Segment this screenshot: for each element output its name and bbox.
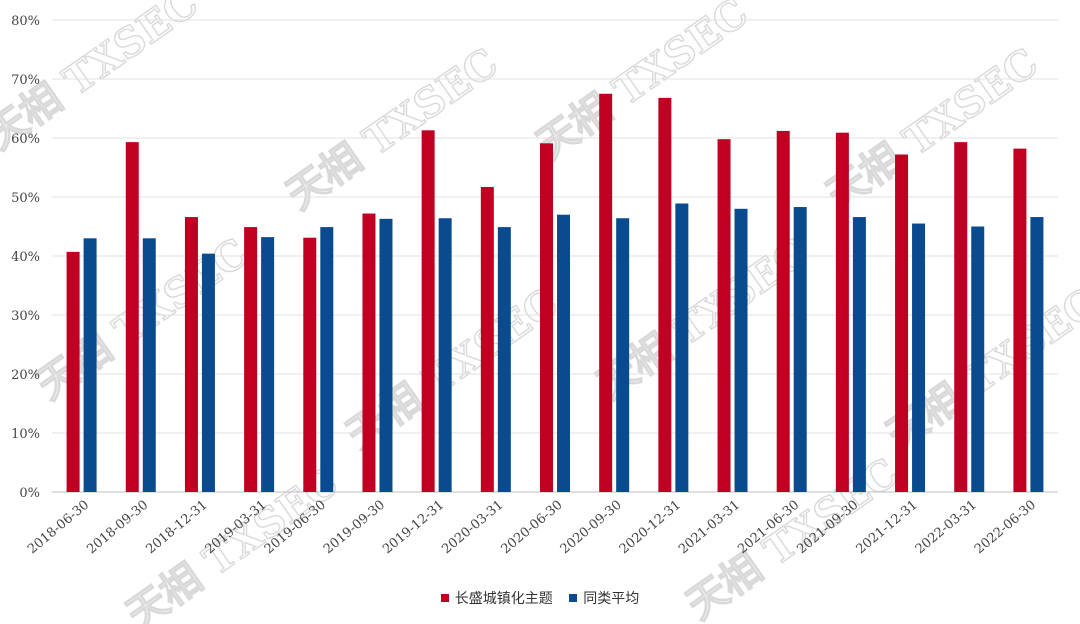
x-tick-label: 2019-12-31	[380, 498, 447, 558]
bar-series-2	[734, 208, 748, 493]
legend-label-series-2: 同类平均	[583, 591, 640, 607]
bar-series-1	[776, 130, 790, 493]
bar-series-1	[125, 142, 139, 492]
y-tick-label: 60%	[11, 132, 40, 147]
bar-series-2	[852, 217, 866, 492]
legend-item-series-2: 同类平均	[569, 588, 639, 608]
gridlines	[52, 19, 1058, 493]
bar-series-2	[261, 237, 275, 492]
bar-series-2	[142, 238, 156, 492]
y-tick-label: 70%	[11, 73, 40, 88]
y-tick-label: 20%	[11, 368, 40, 383]
bar-series-1	[540, 143, 553, 492]
bar-series-1	[599, 93, 613, 492]
bars	[66, 93, 1044, 493]
x-tick-label: 2020-03-31	[439, 498, 506, 558]
x-axis: 2018-06-302018-09-302018-12-312019-03-31…	[25, 498, 1039, 558]
legend-label-series-1: 长盛城镇化主题	[454, 591, 553, 607]
bar-series-1	[303, 237, 317, 492]
bar-series-2	[971, 226, 985, 492]
x-tick-label: 2020-12-31	[617, 498, 684, 558]
y-tick-label: 10%	[11, 427, 40, 442]
x-tick-label: 2022-06-30	[972, 498, 1039, 558]
bar-series-2	[497, 227, 511, 492]
y-axis: 0% 10% 20% 30% 40% 50% 60% 70% 80%	[11, 14, 40, 501]
legend-swatch-series-2	[569, 594, 578, 602]
legend-item-series-1: 长盛城镇化主题	[440, 588, 553, 608]
bar-series-2	[616, 218, 630, 493]
bar-series-2	[557, 214, 570, 492]
x-tick-label: 2018-06-30	[25, 498, 92, 558]
bar-series-1	[362, 213, 376, 492]
y-tick-label: 40%	[11, 250, 40, 265]
x-tick-label: 2020-09-30	[558, 498, 625, 558]
bar-series-1	[954, 142, 968, 492]
bar-series-1	[895, 154, 909, 492]
legend-swatch-series-1	[440, 594, 449, 602]
bar-series-2	[793, 207, 807, 492]
bar-series-1	[717, 139, 731, 492]
y-tick-label: 30%	[11, 309, 40, 324]
y-tick-label: 80%	[11, 14, 40, 29]
bar-series-1	[480, 186, 494, 492]
bar-series-2	[201, 253, 215, 492]
bar-series-2	[912, 223, 926, 493]
y-tick-label: 0%	[19, 486, 40, 501]
bar-series-2	[438, 218, 452, 493]
bar-series-1	[184, 217, 198, 492]
bar-series-2	[379, 218, 393, 492]
bar-series-2	[675, 203, 689, 493]
x-tick-label: 2018-09-30	[84, 498, 151, 558]
watermark-text: 天相 TXSEC	[278, 39, 506, 219]
bar-series-2	[83, 238, 97, 492]
x-tick-label: 2021-03-31	[676, 498, 743, 558]
bar-series-2	[1030, 217, 1044, 492]
y-tick-label: 50%	[11, 191, 40, 206]
bar-series-1	[658, 97, 672, 492]
bar-series-1	[66, 251, 80, 492]
bar-series-1	[835, 132, 849, 492]
x-tick-label: 2020-06-30	[499, 498, 566, 558]
x-tick-label: 2022-03-31	[913, 498, 980, 558]
bar-series-2	[320, 227, 334, 492]
legend: 长盛城镇化主题 同类平均	[0, 588, 1080, 608]
bar-series-1	[421, 130, 435, 492]
watermark-text: 天相 TXSEC	[818, 39, 1046, 219]
bar-series-1	[1013, 148, 1027, 492]
bar-series-1	[244, 227, 258, 492]
